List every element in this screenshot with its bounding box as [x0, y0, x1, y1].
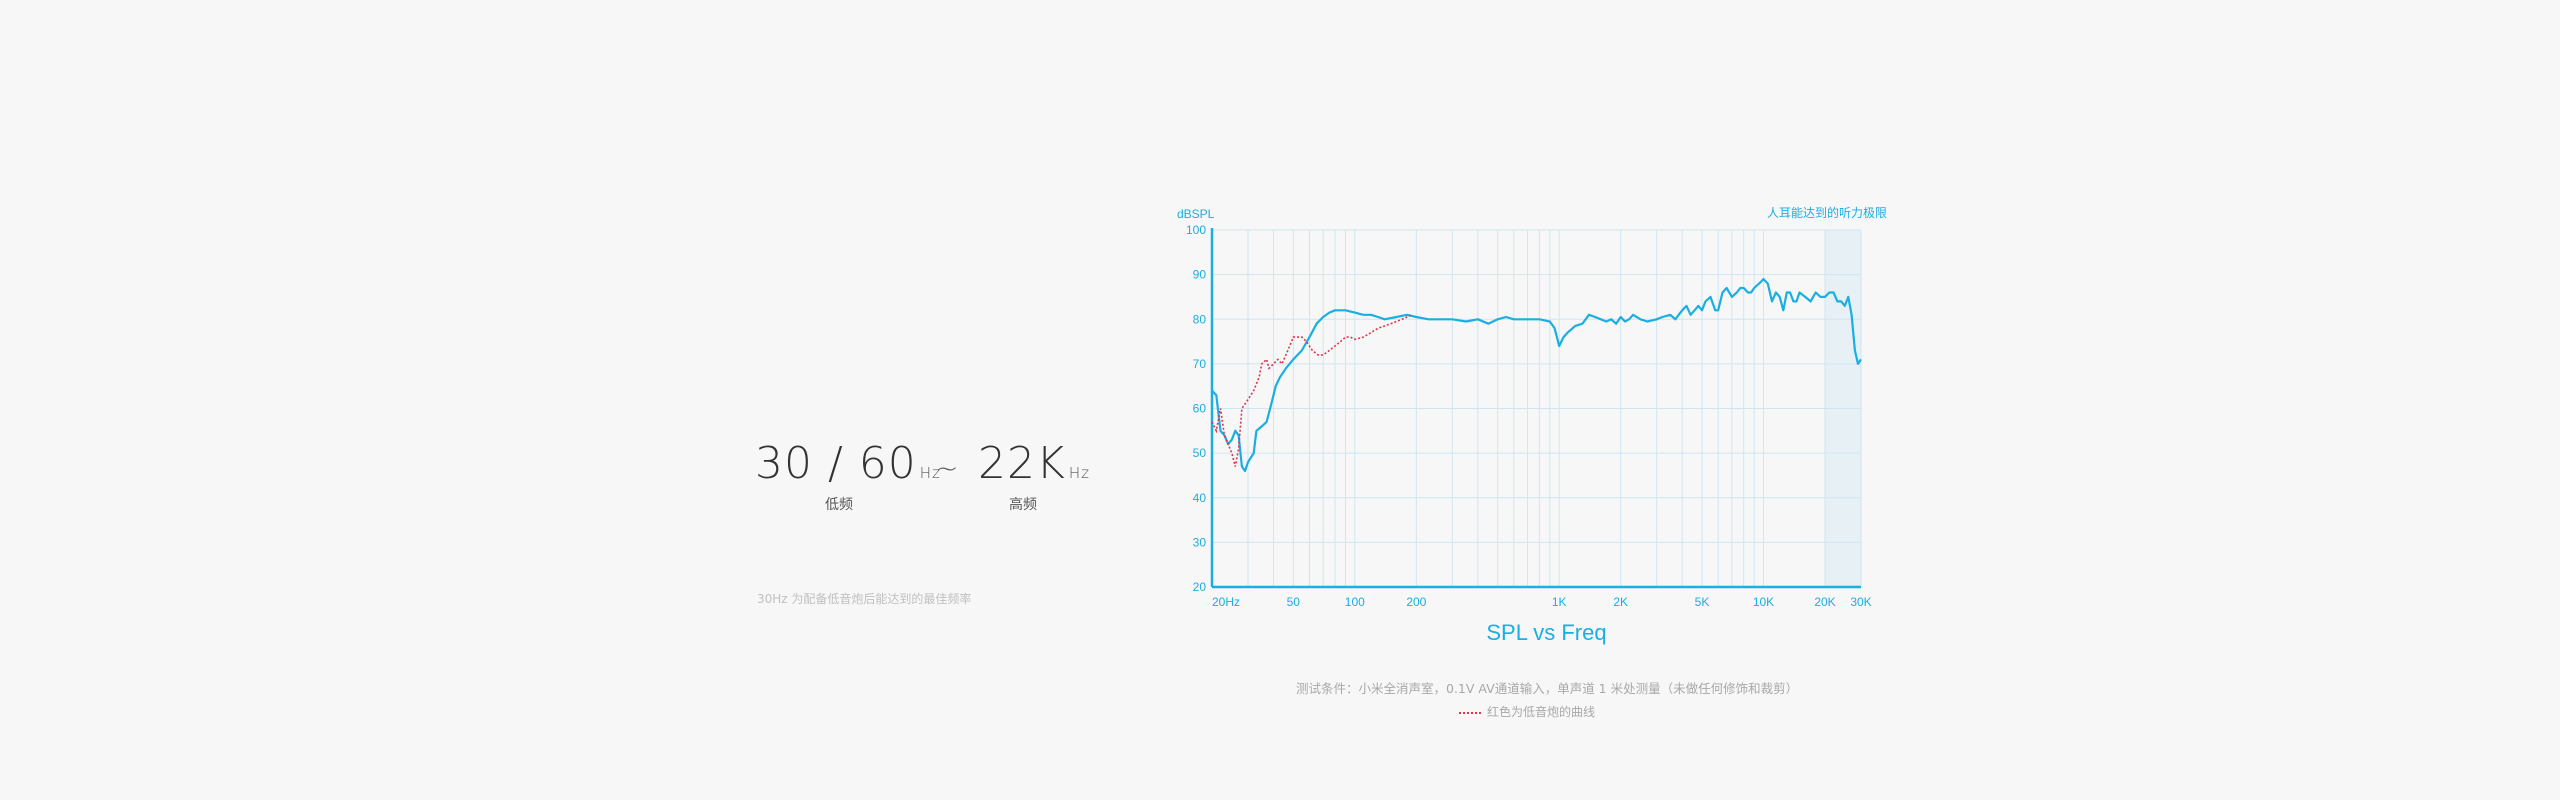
y-tick-label: 50	[1193, 446, 1207, 460]
series-main-line	[1211, 278, 1862, 473]
frequency-range-spec: 30 / 60 Hz ~ 22K Hz 低频 高频	[755, 438, 1089, 518]
x-tick-label: 50	[1287, 595, 1301, 609]
x-tick-label: 5K	[1695, 595, 1710, 609]
y-tick-label: 90	[1193, 268, 1207, 282]
low-frequency-label: 低频	[825, 497, 853, 513]
x-tick-label: 100	[1345, 595, 1365, 609]
y-axis-label: dBSPL	[1177, 207, 1215, 221]
y-tick-label: 30	[1193, 535, 1207, 549]
y-tick-label: 80	[1193, 312, 1207, 326]
range-tilde: ~	[935, 452, 959, 485]
legend-subwoofer-label: 红色为低音炮的曲线	[1487, 705, 1596, 719]
y-tick-label: 20	[1193, 580, 1207, 594]
chart-title: SPL vs Freq	[1486, 620, 1606, 645]
test-condition: 测试条件：小米全消声室，0.1V AV通道输入，单声道 1 米处测量（未做任何修…	[1296, 681, 1799, 696]
x-tick-label: 30K	[1850, 595, 1871, 609]
y-tick-label: 40	[1193, 491, 1207, 505]
x-tick-label: 200	[1406, 595, 1426, 609]
high-frequency-value: 22K Hz	[978, 438, 1090, 489]
series-subwoofer-line	[1211, 314, 1413, 467]
low-frequency-value: 30 / 60 Hz	[755, 438, 941, 489]
high-frequency-label: 高频	[1009, 497, 1037, 513]
x-tick-label: 10K	[1753, 595, 1774, 609]
high-frequency-unit: Hz	[1068, 464, 1090, 482]
y-tick-label: 60	[1193, 402, 1207, 416]
footnote: 30Hz 为配备低音炮后能达到的最佳频率	[757, 592, 972, 606]
x-tick-label: 20K	[1814, 595, 1835, 609]
low-frequency-unit: Hz	[919, 464, 941, 482]
x-tick-label: 20Hz	[1212, 595, 1240, 609]
hearing-limit-annotation: 人耳能达到的听力极限	[1767, 205, 1887, 220]
x-tick-label: 2K	[1613, 595, 1628, 609]
y-tick-label: 70	[1193, 357, 1207, 371]
legend-red-dash	[1459, 711, 1481, 714]
y-tick-label: 100	[1186, 223, 1206, 237]
legend-subwoofer: 红色为低音炮的曲线	[1459, 703, 1595, 720]
x-tick-label: 1K	[1552, 595, 1567, 609]
